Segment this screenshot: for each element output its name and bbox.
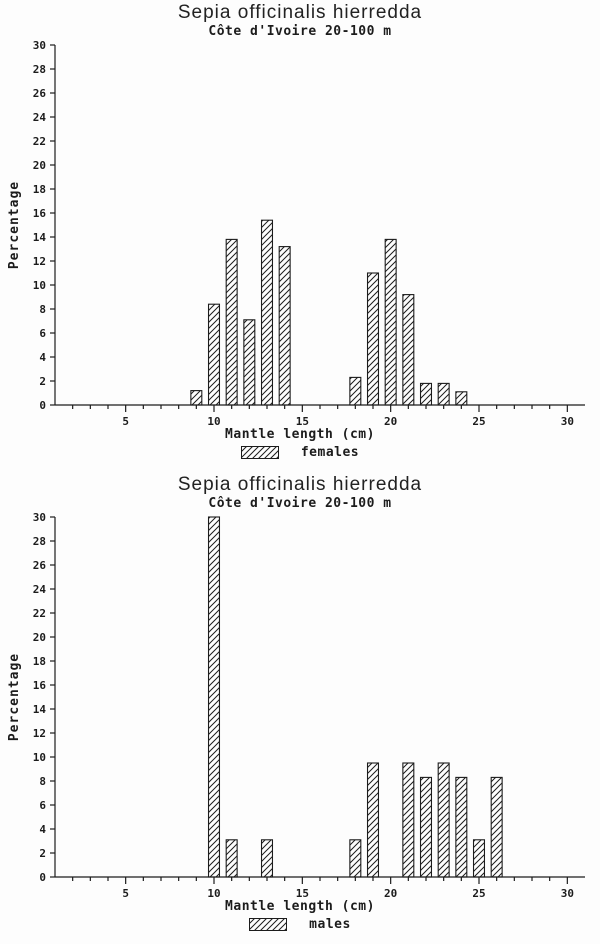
y-tick-label: 12: [33, 727, 46, 740]
chart-title: Sepia officinalis hierredda: [177, 474, 423, 495]
y-tick-label: 2: [39, 375, 46, 388]
chart-subtitle: Côte d'Ivoire 20-100 m: [208, 496, 392, 511]
y-tick-label: 16: [33, 679, 47, 692]
histogram-bar: [349, 839, 362, 878]
x-tick-label: 30: [561, 415, 574, 428]
histogram-bar: [366, 762, 380, 878]
y-tick-label: 6: [39, 327, 46, 340]
histogram-bar: [402, 762, 415, 878]
histogram-bar: [260, 839, 274, 878]
y-tick-label: 28: [33, 63, 46, 76]
y-tick-label: 18: [33, 655, 46, 668]
histogram-bar: [190, 390, 203, 406]
legend: females: [0, 445, 600, 460]
chart-females: Sepia officinalis hierredda Côte d'Ivoir…: [0, 2, 600, 472]
histogram-bar: [402, 294, 415, 406]
y-axis-label: Percentage: [7, 180, 22, 270]
y-tick-label: 8: [39, 303, 46, 316]
y-tick-label: 14: [33, 703, 47, 716]
plot-area-wrapper: Percentage 0 2 4 6 8 10 12 14 16 18 20 22 24 26 28 30 5 1…: [0, 39, 600, 431]
histogram-bar: [278, 246, 291, 406]
chart-subtitle: Côte d'Ivoire 20-100 m: [208, 24, 392, 39]
y-axis-label: Percentage: [7, 652, 22, 742]
y-tick-label: 24: [33, 583, 47, 596]
x-tick-label: 10: [207, 887, 220, 900]
y-tick-label: 22: [33, 607, 46, 620]
histogram-bar: [419, 776, 433, 878]
x-tick-label: 25: [472, 415, 485, 428]
histogram-bar: [207, 303, 221, 406]
y-tick-label: 10: [33, 279, 46, 292]
legend-label: females: [300, 445, 360, 460]
y-tick-label: 16: [33, 207, 47, 220]
histogram-bar: [384, 238, 397, 406]
y-tick-label: 30: [33, 39, 46, 52]
y-tick-label: 10: [33, 751, 46, 764]
histogram-bar: [349, 376, 362, 406]
y-tick-label: 6: [39, 799, 46, 812]
x-tick-label: 25: [472, 887, 485, 900]
histogram-bar: [207, 516, 221, 878]
histogram-bar: [225, 238, 238, 406]
x-tick-label: 30: [561, 887, 574, 900]
y-tick-label: 26: [33, 87, 47, 100]
x-axis-label: Mantle length (cm): [225, 427, 375, 442]
x-axis-label: Mantle length (cm): [225, 899, 375, 914]
y-tick-label: 18: [33, 183, 46, 196]
histogram-bar: [437, 382, 450, 406]
hatch-swatch-icon: [240, 446, 279, 459]
y-tick-label: 0: [39, 399, 46, 412]
histogram-bar: [260, 219, 274, 406]
x-tick-label: 5: [122, 887, 129, 900]
histogram-bar: [243, 319, 256, 406]
chart-males: Sepia officinalis hierredda Côte d'Ivoir…: [0, 474, 600, 944]
histogram-bar: [225, 839, 238, 878]
y-tick-label: 2: [39, 847, 46, 860]
hatch-swatch-icon: [249, 918, 288, 931]
y-tick-label: 8: [39, 775, 46, 788]
x-tick-label: 15: [296, 887, 309, 900]
x-tick-label: 20: [384, 415, 397, 428]
x-tick-label: 20: [384, 887, 397, 900]
histogram-bar: [437, 762, 450, 878]
y-tick-label: 30: [33, 511, 46, 524]
chart-title: Sepia officinalis hierredda: [177, 2, 423, 23]
y-tick-label: 24: [33, 111, 47, 124]
histogram-bar: [455, 391, 468, 406]
histogram-bar: [455, 776, 468, 878]
y-tick-label: 0: [39, 871, 46, 884]
legend: males: [0, 917, 600, 932]
histogram-bar: [366, 272, 380, 406]
x-tick-label: 15: [296, 415, 309, 428]
x-tick-label: 10: [207, 415, 220, 428]
histogram-bar: [490, 776, 503, 878]
x-tick-label: 5: [122, 415, 129, 428]
y-tick-label: 4: [39, 351, 46, 364]
y-tick-label: 4: [39, 823, 46, 836]
plot-area-wrapper: Percentage 0 2 4 6 8 10 12 14 16 18 20 22 24 26 28 30 5 1…: [0, 511, 600, 903]
y-tick-label: 28: [33, 535, 46, 548]
histogram-bar: [419, 382, 433, 406]
y-tick-label: 22: [33, 135, 46, 148]
y-tick-label: 20: [33, 159, 46, 172]
y-tick-label: 14: [33, 231, 47, 244]
y-tick-label: 26: [33, 559, 47, 572]
y-tick-label: 20: [33, 631, 46, 644]
histogram-bar: [472, 839, 486, 878]
legend-label: males: [309, 917, 351, 932]
y-tick-label: 12: [33, 255, 46, 268]
